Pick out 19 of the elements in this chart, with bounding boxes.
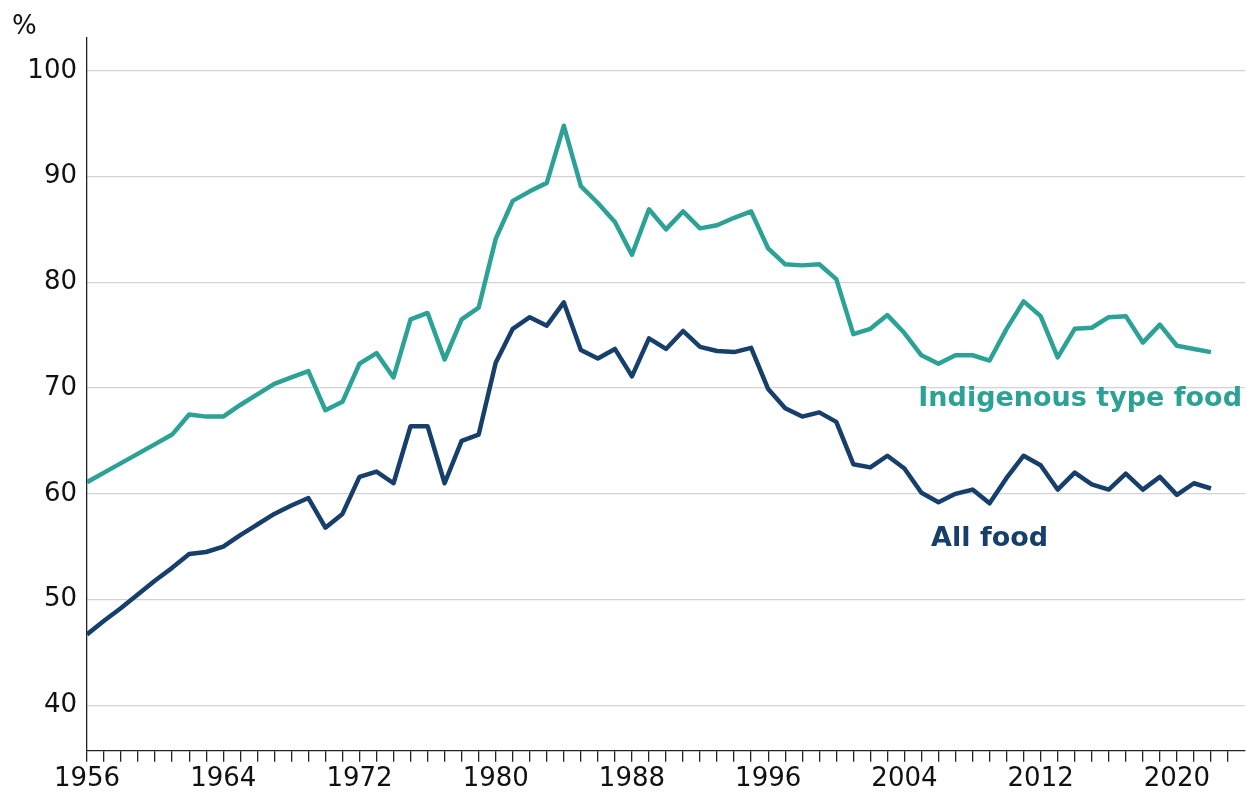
series-label: All food — [931, 521, 1049, 553]
x-tick-label: 1956 — [53, 762, 121, 793]
y-tick-label: 50 — [43, 582, 77, 613]
x-tick-label: 1964 — [190, 762, 257, 793]
x-tick-label: 1972 — [326, 762, 393, 793]
y-tick-label: 100 — [27, 53, 77, 84]
y-axis-title: % — [12, 9, 37, 40]
y-tick-label: 40 — [43, 688, 77, 719]
x-tick-label: 1996 — [735, 762, 802, 793]
y-tick-label: 80 — [43, 265, 77, 296]
x-tick-label: 2012 — [1007, 762, 1074, 793]
x-tick-label: 2020 — [1143, 762, 1210, 793]
x-tick-label: 1980 — [462, 762, 529, 793]
series-label: Indigenous type food — [918, 381, 1242, 413]
y-tick-label: 70 — [43, 370, 77, 401]
x-tick-label: 2004 — [871, 762, 938, 793]
x-tick-label: 1988 — [598, 762, 666, 793]
y-tick-label: 60 — [43, 476, 77, 507]
y-tick-label: 90 — [43, 159, 77, 190]
